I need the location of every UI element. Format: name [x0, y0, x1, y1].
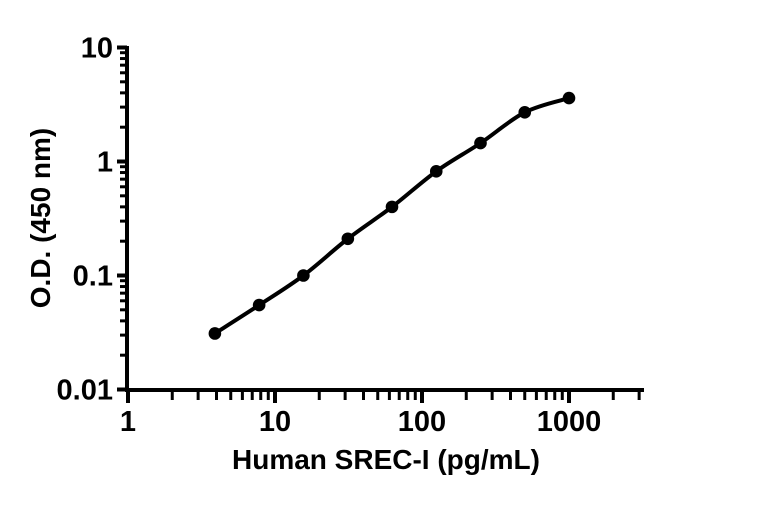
- data-point-marker: [474, 136, 487, 150]
- data-point-marker: [562, 91, 576, 105]
- y-tick-label: 1: [97, 147, 113, 179]
- x-tick-label: 10: [259, 406, 291, 438]
- data-point-marker: [252, 298, 266, 312]
- x-axis-title: Human SREC-I (pg/mL): [232, 444, 540, 475]
- data-point-marker: [208, 327, 222, 340]
- x-tick-label: 100: [398, 406, 446, 438]
- y-axis-title: O.D. (450 nm): [25, 128, 56, 308]
- data-point-marker: [518, 106, 532, 119]
- y-tick-label: 0.1: [73, 261, 113, 293]
- y-tick-label: 0.01: [57, 375, 113, 407]
- x-tick-label: 1: [120, 406, 136, 438]
- ticks-layer: [117, 45, 641, 403]
- x-tick-label: 1000: [537, 406, 602, 438]
- tick-labels-layer: 1 10 100 1000 0.01 0.1 1 10: [57, 33, 602, 439]
- y-tick-label: 10: [81, 33, 113, 65]
- standard-curve-line: [212, 96, 571, 336]
- series-layer: [208, 91, 576, 340]
- data-point-marker: [385, 200, 399, 214]
- data-point-marker: [297, 269, 310, 282]
- data-point-marker: [429, 165, 443, 178]
- data-point-marker: [341, 232, 355, 246]
